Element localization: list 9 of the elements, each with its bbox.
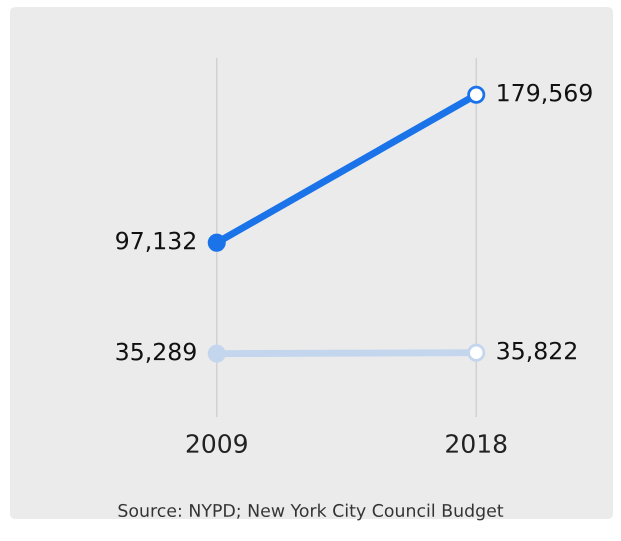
x-tick-label: 2018 xyxy=(446,434,506,454)
source-note: Source: NYPD; New York City Council Budget xyxy=(118,504,504,520)
data-label: 97,132 xyxy=(116,232,195,252)
x-tick-label: 2009 xyxy=(186,434,247,454)
point xyxy=(208,344,226,363)
data-label: 35,289 xyxy=(116,342,196,363)
point xyxy=(208,234,226,252)
data-label: 35,822 xyxy=(497,342,576,362)
data-label: 179,569 xyxy=(498,84,592,104)
